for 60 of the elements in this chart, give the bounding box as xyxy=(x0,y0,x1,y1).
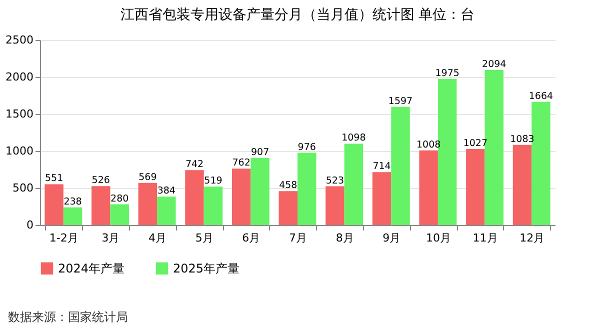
data-label: 1975 xyxy=(435,68,460,79)
x-tick-label: 1-2月 xyxy=(49,232,78,244)
data-label: 2094 xyxy=(482,59,506,70)
x-tick-label: 11月 xyxy=(472,232,498,244)
bar xyxy=(326,186,344,225)
data-label: 523 xyxy=(326,175,344,186)
y-tick-label: 1500 xyxy=(6,108,34,120)
x-tick-label: 5月 xyxy=(195,232,214,244)
data-label: 238 xyxy=(64,196,82,208)
bar xyxy=(44,184,64,225)
bar xyxy=(204,186,223,225)
bar xyxy=(532,102,550,225)
data-label: 551 xyxy=(44,173,64,184)
y-tick-label: 1000 xyxy=(6,144,34,158)
bar xyxy=(419,150,438,225)
source-note: 数据来源：国家统计局 xyxy=(8,309,128,326)
data-label: 742 xyxy=(185,159,204,170)
x-tick-label: 8月 xyxy=(336,232,354,244)
data-label: 458 xyxy=(279,180,298,192)
data-label: 526 xyxy=(92,175,110,186)
legend-label: 2024年产量 xyxy=(58,261,125,276)
data-label: 1664 xyxy=(528,90,554,102)
x-tick-label: 12月 xyxy=(520,232,545,244)
bar xyxy=(110,204,129,225)
bar xyxy=(157,196,176,225)
data-label: 519 xyxy=(204,176,222,187)
data-label: 976 xyxy=(298,142,316,153)
bar xyxy=(372,172,392,225)
data-label: 569 xyxy=(138,172,157,183)
legend-label: 2025年产量 xyxy=(173,261,240,276)
bar xyxy=(232,168,251,225)
bar xyxy=(185,170,204,225)
data-label: 1098 xyxy=(342,132,366,144)
bar xyxy=(250,158,270,225)
bar xyxy=(63,207,82,225)
y-tick-label: 2500 xyxy=(6,34,34,46)
data-label: 1597 xyxy=(388,96,413,107)
x-tick-label: 10月 xyxy=(426,232,451,244)
bar xyxy=(278,191,298,225)
data-label: 280 xyxy=(110,193,129,204)
chart-title: 江西省包装专用设备产量分月（当月值）统计图 单位：台 xyxy=(120,7,475,23)
data-label: 762 xyxy=(232,158,250,169)
bar xyxy=(466,149,485,225)
y-tick-label: 500 xyxy=(12,182,34,194)
x-tick-label: 6月 xyxy=(242,232,260,244)
bar xyxy=(391,106,410,225)
y-tick-label: 0 xyxy=(26,218,34,232)
bar xyxy=(92,186,110,225)
y-tick-label: 2000 xyxy=(6,70,34,84)
bar xyxy=(512,144,532,225)
bar xyxy=(138,182,158,225)
bar xyxy=(298,152,316,225)
x-tick-label: 3月 xyxy=(102,232,120,244)
bar xyxy=(344,144,364,225)
x-tick-label: 9月 xyxy=(382,232,401,244)
data-label: 714 xyxy=(372,161,391,172)
data-label: 907 xyxy=(250,146,270,158)
x-tick-label: 7月 xyxy=(289,232,307,244)
x-tick-label: 4月 xyxy=(148,232,167,244)
data-label: 384 xyxy=(157,186,176,197)
